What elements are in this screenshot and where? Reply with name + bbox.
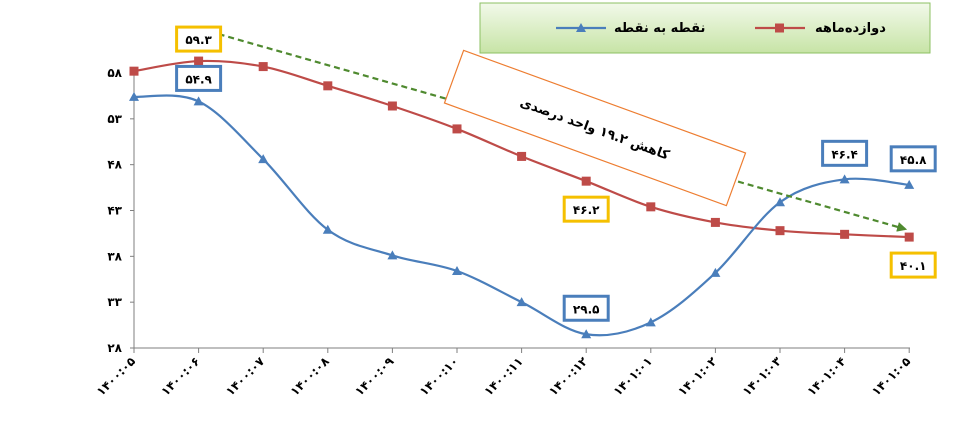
trend-arrow xyxy=(218,33,908,232)
x-tick-label: ۱۴۰۰:۰۵ xyxy=(94,354,138,398)
data-label-box xyxy=(175,64,223,92)
data-label-box xyxy=(889,251,937,279)
data-point-square xyxy=(904,232,914,242)
x-tick-label: ۱۴۰۰:۰۹ xyxy=(352,354,397,399)
y-tick-label: ۳۸ xyxy=(107,249,122,263)
decrease-callout: کاهش ۱۹.۲ واحد درصدی xyxy=(443,49,747,207)
callout-box xyxy=(443,49,747,207)
x-tick-label: ۱۴۰۱:۰۵ xyxy=(869,354,913,398)
x-tick-label: ۱۴۰۰:۰۷ xyxy=(223,354,268,399)
data-point-triangle xyxy=(387,250,398,260)
data-point-square xyxy=(840,229,850,239)
data-point-square xyxy=(452,124,462,134)
y-tick-label: ۴۸ xyxy=(107,158,122,172)
legend-label-series-0: نقطه به نقطه xyxy=(614,21,705,36)
y-tick-label: ۳۳ xyxy=(107,295,122,309)
data-point-triangle xyxy=(839,174,850,184)
y-tick-label: ۴۳ xyxy=(107,204,122,218)
data-point-triangle xyxy=(904,179,915,189)
data-point-square xyxy=(258,62,268,72)
data-label-box xyxy=(889,145,937,173)
data-point-triangle xyxy=(710,267,721,277)
x-tick-label: ۱۴۰۱:۰۴ xyxy=(804,354,848,398)
x-axis-ticks: ۱۴۰۰:۰۵ ۱۴۰۰:۰۶ ۱۴۰۰:۰۷ ۱۴۰۰:۰۸ ۱۴۰۰:۰۹ ۱۴۰۰:… xyxy=(94,348,913,399)
data-point-triangle xyxy=(258,154,269,164)
data-point-triangle xyxy=(322,224,333,234)
x-tick-label: ۱۴۰۱:۰۱ xyxy=(611,354,655,398)
data-label: ۴۶.۴ xyxy=(831,147,858,161)
data-point-triangle xyxy=(775,197,785,207)
data-label: ۵۴.۹ xyxy=(185,72,212,86)
data-point-square xyxy=(129,66,139,76)
data-label: ۴۶.۲ xyxy=(573,203,600,217)
legend-box xyxy=(479,2,931,54)
data-point-triangle xyxy=(581,329,592,339)
x-tick-label: ۱۴۰۰:۱۲ xyxy=(546,354,591,399)
data-point-square xyxy=(387,101,397,111)
data-point-triangle xyxy=(129,91,139,101)
x-tick-label: ۱۴۰۱:۰۲ xyxy=(675,354,720,399)
data-point-square xyxy=(323,81,333,91)
data-label-box xyxy=(562,195,610,223)
data-point-triangle xyxy=(193,96,204,106)
x-tick-label: ۱۴۰۰:۱۰ xyxy=(417,354,461,398)
data-label: ۵۹.۳ xyxy=(185,33,212,47)
annotation-layer: ۵۹.۳ ۵۴.۹ ۴۶.۲ ۲۹.۵ ۴۶.۴ ۴۵.۸ ۴۰.۱ xyxy=(175,25,937,322)
data-point-square xyxy=(710,217,720,227)
y-tick-label: ۵۸ xyxy=(107,66,122,80)
data-label: ۲۹.۵ xyxy=(573,302,600,316)
data-point-triangle xyxy=(645,317,656,327)
legend-label-series-1: دوازده‌ماهه xyxy=(815,21,886,36)
data-label-box xyxy=(821,139,869,167)
x-tick-label: ۱۴۰۰:۱۱ xyxy=(481,354,525,398)
y-tick-label: ۵۳ xyxy=(107,112,122,126)
data-label-box xyxy=(562,294,610,322)
legend-marker-series-0 xyxy=(576,23,586,32)
x-tick-label: ۱۴۰۰:۰۸ xyxy=(288,354,333,399)
data-label: ۴۵.۸ xyxy=(900,153,927,167)
data-point-square xyxy=(517,151,527,161)
data-point-square xyxy=(646,202,656,212)
data-point-triangle xyxy=(452,266,462,275)
data-label-box xyxy=(175,25,223,53)
x-tick-label: ۱۴۰۱:۰۳ xyxy=(740,354,785,399)
x-tick-label: ۱۴۰۰:۰۶ xyxy=(158,354,202,398)
series-layer xyxy=(129,56,915,339)
legend-marker-series-1 xyxy=(775,23,784,33)
data-point-square xyxy=(194,56,204,66)
data-point-square xyxy=(581,176,591,186)
y-tick-label: ۲۸ xyxy=(107,341,122,355)
data-point-square xyxy=(775,226,785,236)
y-axis-ticks: ۲۸ ۳۳ ۳۸ ۴۳ ۴۸ ۵۳ ۵۸ xyxy=(107,66,134,355)
data-point-triangle xyxy=(516,297,527,307)
legend: دوازده‌ماهه نقطه به نقطه xyxy=(479,2,931,54)
data-label: ۴۰.۱ xyxy=(900,259,927,273)
